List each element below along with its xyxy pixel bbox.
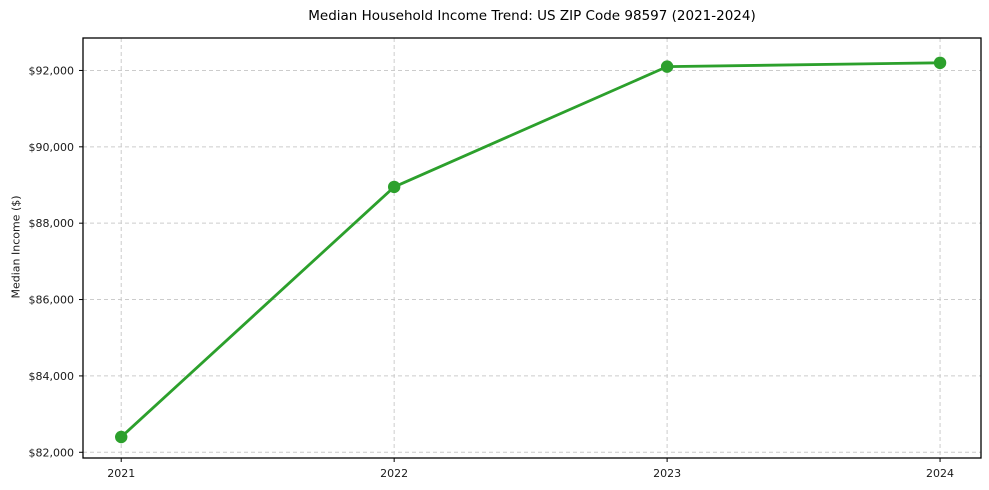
data-point-marker — [115, 430, 128, 444]
data-point-marker — [660, 60, 674, 73]
data-point-marker — [387, 180, 401, 194]
y-tick-label: $88,000 — [29, 217, 75, 230]
y-tick-label: $90,000 — [29, 141, 75, 154]
y-tick-label: $92,000 — [29, 64, 75, 77]
plot-frame — [82, 37, 982, 459]
x-tick-label: 2021 — [107, 467, 135, 480]
y-tick-label: $82,000 — [29, 446, 75, 459]
y-tick-label: $84,000 — [29, 370, 75, 383]
x-tick-label: 2024 — [926, 467, 954, 480]
chart-title: Median Household Income Trend: US ZIP Co… — [308, 8, 756, 24]
x-tick-label: 2023 — [653, 467, 681, 480]
trend-line — [119, 61, 942, 439]
data-point-marker — [933, 56, 947, 70]
x-tick-label: 2022 — [380, 467, 408, 480]
y-tick-label: $86,000 — [29, 294, 75, 307]
